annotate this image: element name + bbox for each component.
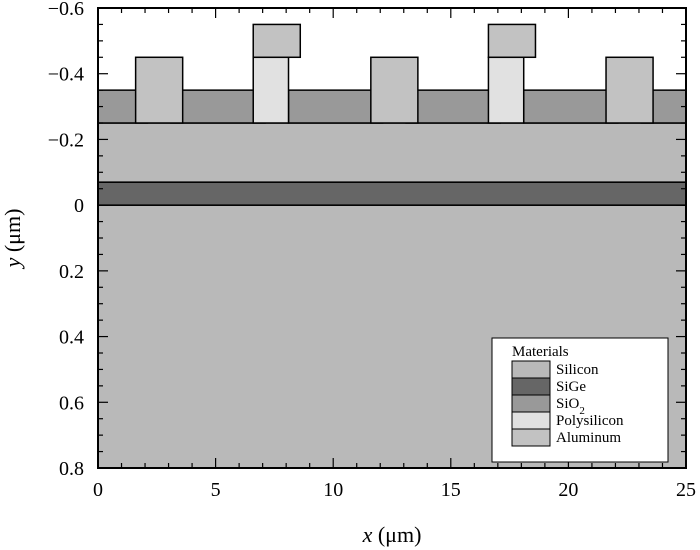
poly-2-region [487,56,525,124]
y-tick-label: 0.4 [59,327,84,349]
poly-contact-2-region [487,23,537,59]
sige-layer-region [97,181,687,206]
x-tick-label: 10 [323,479,343,501]
legend-label: SiO2 [556,396,585,417]
legend-label: Silicon [556,362,599,378]
y-tick-label: 0.2 [59,261,84,283]
contact-1-region [134,56,184,124]
x-tick-label: 25 [676,479,696,501]
legend-swatch [511,411,551,430]
legend-label: Aluminum [556,430,621,446]
legend-swatch [511,377,551,396]
oxide-2-region [170,89,266,124]
materials-legend: Materials SiliconSiGeSiO2PolysiliconAlum… [491,337,669,463]
legend-swatch [511,360,551,379]
contact-2-region [370,56,419,124]
axis-ticks [97,7,687,469]
legend-title: Materials [512,344,569,360]
x-tick-label: 5 [211,479,221,501]
material-regions [97,23,687,469]
oxide-5-region [522,89,619,124]
legend-label: SiGe [556,379,586,395]
y-tick-label: 0 [74,195,84,217]
y-tick-label: −0.4 [48,64,84,86]
contact-3-region [605,56,654,124]
oxide-4-region [405,89,501,124]
x-axis-title: x (μm) [362,522,422,547]
legend-label: Polysilicon [556,413,624,429]
y-tick-label: −0.2 [48,129,84,151]
poly-contact-1-region [252,23,302,59]
x-tick-label: 20 [558,479,578,501]
poly-1-region [252,56,290,124]
y-tick-label: 0.8 [59,458,84,480]
y-tick-label: −0.6 [48,0,84,20]
silicon-cap-region [97,122,687,183]
x-tick-label: 0 [93,479,103,501]
legend-swatch [511,428,551,447]
y-tick-label: 0.6 [59,392,84,414]
axis-tick-labels: 0 5 10 15 20 25 −0.6 −0.4 −0.2 0 0.2 0.4 0.6 0.8 [48,0,696,501]
legend-swatch [511,394,551,413]
oxide-3-region [287,89,384,124]
x-tick-label: 15 [441,479,461,501]
y-axis-title: y (μm) [0,209,25,270]
